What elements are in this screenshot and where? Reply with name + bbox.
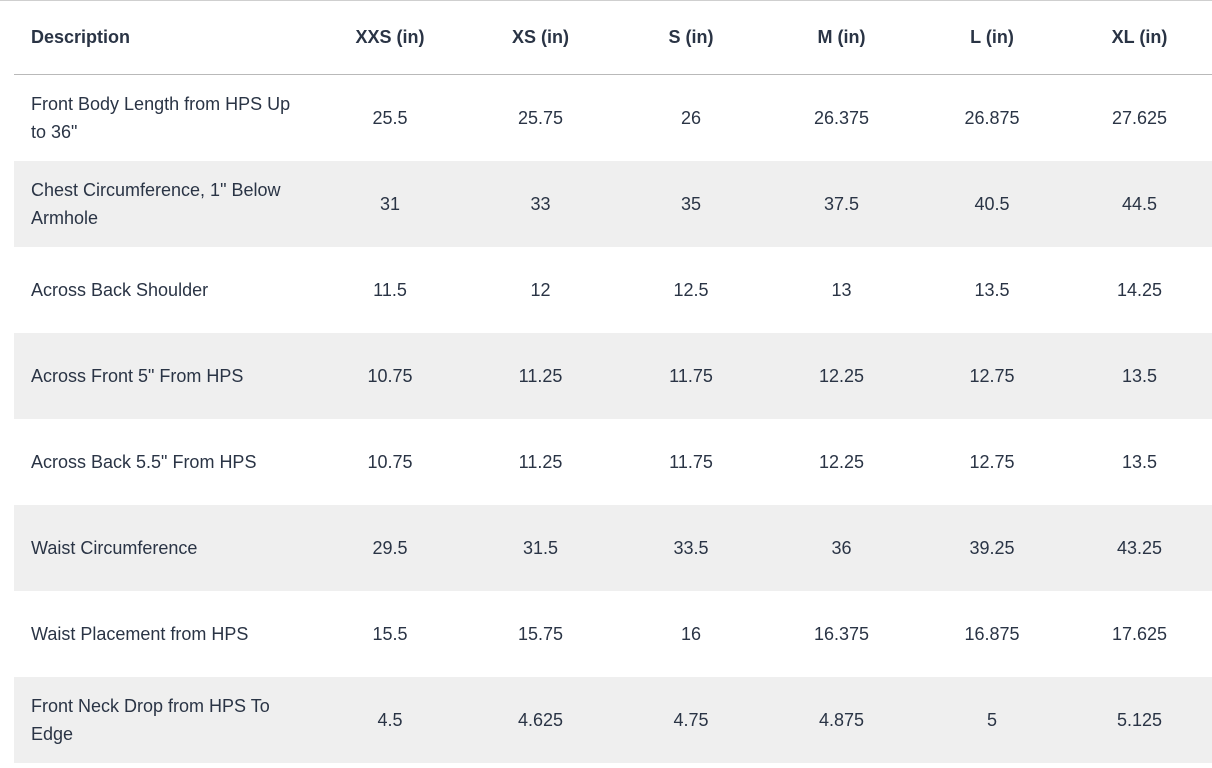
header-m: M (in) [766, 1, 917, 75]
cell-xxs: 10.75 [367, 451, 413, 472]
cell-xs: 12 [530, 279, 551, 300]
header-description: Description [14, 1, 315, 75]
row-description: Waist Circumference [31, 537, 198, 558]
cell-xl: 43.25 [1116, 537, 1163, 558]
cell-m: 4.875 [818, 709, 865, 730]
cell-xl: 44.5 [1121, 193, 1158, 214]
cell-m: 13 [831, 279, 852, 300]
cell-s: 11.75 [669, 365, 713, 386]
cell-xxs: 29.5 [372, 537, 408, 558]
cell-s: 35 [680, 193, 702, 214]
row-description: Across Front 5" From HPS [31, 365, 244, 386]
row-description-cell: Waist Circumference [14, 505, 315, 591]
table-row: Across Front 5" From HPS 10.75 11.25 11.75 1… [14, 332, 1212, 419]
table-header-row: Description XXS (in) XS (in) S (in) M (i… [14, 1, 1212, 75]
cell-m: 37.5 [823, 193, 860, 214]
cell-xs: 31.5 [522, 537, 559, 558]
table-row: Waist Circumference 29.5 31.5 33.5 36 39.25 43… [14, 504, 1212, 591]
cell-s: 33.5 [673, 537, 709, 558]
cell-l: 12.75 [969, 365, 1015, 386]
row-description-cell: Across Back Shoulder [14, 247, 315, 333]
cell-xl: 14.25 [1116, 279, 1163, 300]
cell-l: 16.875 [964, 623, 1020, 644]
table-row: Front Body Length from HPS Up to 36" 25.5… [14, 75, 1212, 161]
cell-l: 26.875 [964, 107, 1020, 128]
table-row: Across Back Shoulder 11.5 12 12.5 13 13.5 14.2… [14, 247, 1212, 333]
cell-s: 16 [680, 623, 702, 644]
table-row: Across Back 5.5" From HPS 10.75 11.25 11.75… [14, 419, 1212, 505]
row-description: Waist Placement from HPS [31, 623, 249, 644]
cell-xs: 15.75 [517, 623, 564, 644]
cell-xl: 27.625 [1111, 107, 1168, 128]
cell-xs: 33 [530, 193, 551, 214]
header-xs: XS (in) [465, 1, 616, 75]
cell-xxs: 25.5 [372, 107, 408, 128]
cell-m: 12.25 [818, 365, 865, 386]
header-xxs: XXS (in) [315, 1, 465, 75]
cell-xxs: 10.75 [367, 365, 413, 386]
cell-xs: 11.25 [518, 451, 563, 472]
cell-l: 39.25 [969, 537, 1015, 558]
row-description-cell: Front Neck Drop from HPS To Edge [14, 677, 315, 763]
cell-l: 13.5 [974, 279, 1010, 300]
cell-xs: 25.75 [517, 107, 564, 128]
row-description-cell: Chest Circumference, 1" Below Armhole [14, 161, 315, 247]
cell-l: 12.75 [969, 451, 1015, 472]
row-description-cell: Waist Placement from HPS [14, 591, 315, 677]
cell-m: 12.25 [818, 451, 865, 472]
row-description: Front Neck Drop from HPS To Edge [31, 695, 270, 744]
row-description: Across Back 5.5" From HPS [31, 451, 257, 472]
cell-xl: 13.5 [1121, 365, 1158, 386]
cell-m: 26.375 [813, 107, 870, 128]
cell-s: 12.5 [673, 279, 709, 300]
cell-l: 5 [986, 709, 997, 730]
cell-xxs: 31 [379, 193, 401, 214]
cell-s: 11.75 [669, 451, 713, 472]
cell-m: 16.375 [813, 623, 870, 644]
row-description: Front Body Length from HPS Up to 36" [31, 93, 291, 142]
header-s: S (in) [616, 1, 766, 75]
header-l: L (in) [917, 1, 1067, 75]
cell-m: 36 [831, 537, 852, 558]
size-chart-table: Description XXS (in) XS (in) S (in) M (i… [14, 1, 1212, 763]
row-description: Across Back Shoulder [31, 279, 209, 300]
cell-xl: 5.125 [1116, 709, 1163, 730]
header-xl: XL (in) [1067, 1, 1212, 75]
table-row: Chest Circumference, 1" Below Armhole 31 3… [14, 160, 1212, 247]
cell-xxs: 11.5 [373, 279, 407, 300]
row-description: Chest Circumference, 1" Below Armhole [31, 179, 281, 228]
row-description-cell: Across Back 5.5" From HPS [14, 419, 315, 505]
cell-s: 4.75 [673, 709, 709, 730]
cell-xxs: 15.5 [372, 623, 408, 644]
cell-xs: 11.25 [518, 365, 563, 386]
cell-xxs: 4.5 [377, 709, 403, 730]
cell-xs: 4.625 [517, 709, 564, 730]
row-description-cell: Front Body Length from HPS Up to 36" [14, 75, 315, 161]
row-description-cell: Across Front 5" From HPS [14, 333, 315, 419]
table-row: Waist Placement from HPS 15.5 15.75 16 16.37… [14, 591, 1212, 677]
cell-s: 26 [680, 107, 702, 128]
table-row: Front Neck Drop from HPS To Edge 4.5 4.625… [14, 676, 1212, 763]
cell-l: 40.5 [974, 193, 1010, 214]
cell-xl: 13.5 [1121, 451, 1158, 472]
cell-xl: 17.625 [1111, 623, 1168, 644]
